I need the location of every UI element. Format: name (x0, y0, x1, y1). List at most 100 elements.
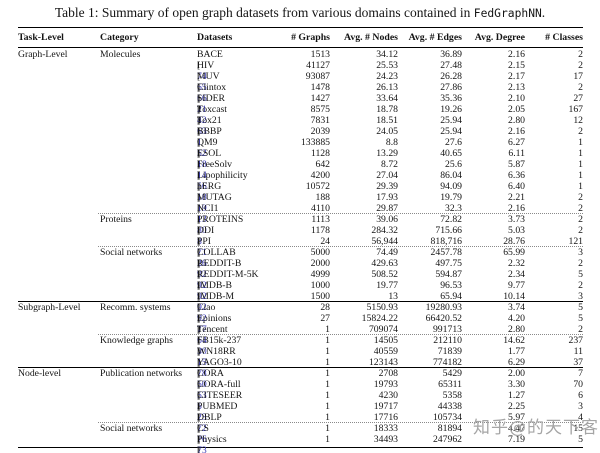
citation-link[interactable]: 1 (197, 137, 202, 148)
citation-bracket: ] (197, 104, 201, 115)
cell-avg-nodes: 29.39 (376, 181, 398, 192)
citation-bracket: [ (197, 60, 201, 71)
citation-bracket: [ (197, 148, 201, 159)
cell-dataset: Tox21 [1] (197, 115, 277, 159)
citation-bracket: ] (197, 247, 201, 258)
citation-link[interactable]: 30 (197, 346, 207, 357)
citation-link[interactable]: 92 (197, 280, 207, 291)
column-header-category: Category (100, 32, 139, 43)
citation-link[interactable]: 56 (197, 181, 207, 192)
cell-num-classes: 237 (568, 335, 583, 346)
citation-link[interactable]: 13 (197, 214, 207, 225)
dataset-name: CORA (197, 368, 226, 379)
citation-link[interactable]: 64 (197, 335, 207, 346)
cell-dataset: IMDB-B[92] (197, 280, 277, 324)
cell-dataset: MUV[66] (197, 71, 277, 115)
citation-bracket: [ (197, 324, 201, 335)
citation-link[interactable]: 42 (197, 115, 207, 126)
citation-link[interactable]: 72 (197, 423, 207, 434)
cell-avg-degree: 4.20 (508, 313, 525, 324)
cell-dataset: PUBMED [72] (197, 401, 277, 445)
citation-link[interactable]: 63 (197, 126, 207, 137)
cell-dataset: ESOL [14] (197, 148, 277, 192)
citation-link[interactable]: 52 (197, 148, 207, 159)
citation-link[interactable]: 80 (197, 225, 207, 236)
cell-avg-nodes: 24.05 (376, 126, 398, 137)
column-header-avg-degree: Avg. Degree (474, 32, 525, 43)
cell-avg-edges: 86.04 (440, 170, 462, 181)
cell-avg-edges: 19.26 (440, 104, 462, 115)
cell-avg-edges: 26.28 (440, 71, 462, 82)
cell-dataset: Lipophilicity[18] (197, 170, 277, 214)
cell-avg-degree: 6.27 (508, 137, 525, 148)
dataset-name: hERG (197, 181, 224, 192)
citation-link[interactable]: 19 (197, 203, 207, 214)
table-row: Social networks COLLAB[92] 5000 74.49 2457.7… (18, 246, 583, 291)
cell-avg-degree: 2.16 (508, 49, 525, 60)
cell-avg-edges: 40.65 (440, 148, 462, 159)
table-row: Epinions [64] 27 15824.22 66420.52 4.20 5 (18, 313, 583, 357)
citation-link[interactable]: 92 (197, 313, 207, 324)
cell-num-graphs: 1 (325, 390, 330, 401)
citation-bracket: [ (197, 346, 201, 357)
table-row: Subgraph-Level Recomm. systems Ciao [77] 28… (18, 301, 583, 346)
citation-link[interactable]: 77 (197, 324, 207, 335)
citation-bracket: [ (197, 258, 201, 269)
cell-avg-degree: 6.29 (508, 357, 525, 368)
cell-avg-edges: 71839 (437, 346, 462, 357)
cell-category: Publication networks (100, 368, 183, 379)
citation-link[interactable]: 71 (197, 247, 207, 258)
citation-link[interactable]: 26 (197, 258, 207, 269)
citation-link[interactable]: 18 (197, 159, 207, 170)
cell-avg-edges: 991713 (432, 324, 462, 335)
table-row: BBBP [52] 2039 24.05 25.94 2.16 2 (18, 126, 583, 170)
citation-link[interactable]: 18 (197, 192, 207, 203)
citation-link[interactable]: 65 (197, 82, 207, 93)
citation-link[interactable]: 92 (197, 302, 207, 313)
cell-avg-edges: 19.79 (440, 192, 462, 203)
citation-bracket: [ (197, 291, 201, 302)
citation-link[interactable]: 78 (197, 368, 207, 379)
cell-num-classes: 5 (578, 269, 583, 280)
citation-link[interactable]: 73 (197, 445, 207, 453)
citation-link[interactable]: 76 (197, 434, 207, 445)
citation-link[interactable]: 53 (197, 390, 207, 401)
citation-link[interactable]: 50 (197, 379, 207, 390)
dataset-name: CITESEER (197, 390, 245, 401)
cell-num-graphs: 133885 (300, 137, 330, 148)
cell-num-classes: 12 (573, 115, 583, 126)
cell-avg-nodes: 429.63 (371, 258, 398, 269)
citation-bracket: [ (197, 302, 201, 313)
citation-link[interactable]: 92 (197, 291, 207, 302)
citation-bracket: ] (197, 291, 201, 302)
citation-link[interactable]: 15 (197, 357, 207, 368)
cell-avg-degree: 2.21 (508, 192, 525, 203)
column-header-avg-nodes: Avg. # Nodes (344, 32, 398, 43)
cell-num-graphs: 4200 (310, 170, 330, 181)
citation-link[interactable]: 66 (197, 93, 207, 104)
citation-link[interactable]: 74 (197, 71, 207, 82)
cell-avg-edges: 27.6 (445, 137, 462, 148)
cell-avg-degree: 2.13 (508, 82, 525, 93)
citation-link[interactable]: 23 (197, 412, 207, 423)
dataset-name: YAGO3-10 (197, 357, 245, 368)
citation-link[interactable]: 92 (197, 269, 207, 280)
citation-link[interactable]: 5 (197, 401, 202, 412)
citation-bracket: [ (197, 269, 201, 280)
cell-avg-edges: 715.66 (435, 225, 462, 236)
caption-period: . (541, 5, 546, 20)
table-row: MUV[66] 93087 24.23 26.28 2.17 17 (18, 71, 583, 115)
datasets-table: Task-Level Category Datasets # Graphs Av… (18, 27, 583, 453)
cell-dataset: QM9 [18] (197, 137, 277, 181)
cell-dataset: WN18RR [78] (197, 346, 277, 390)
cell-num-graphs: 7831 (310, 115, 330, 126)
table-row: DDI [71] 1178 284.32 715.66 5.03 2 (18, 225, 583, 269)
cell-num-classes: 4 (578, 412, 583, 423)
cell-num-classes: 2 (578, 192, 583, 203)
citation-link[interactable]: 14 (197, 170, 207, 181)
cell-avg-edges: 5358 (442, 390, 462, 401)
table-header-row: Task-Level Category Datasets # Graphs Av… (18, 27, 583, 48)
citation-link[interactable]: 21 (197, 104, 207, 115)
citation-link[interactable]: 8 (197, 236, 202, 247)
